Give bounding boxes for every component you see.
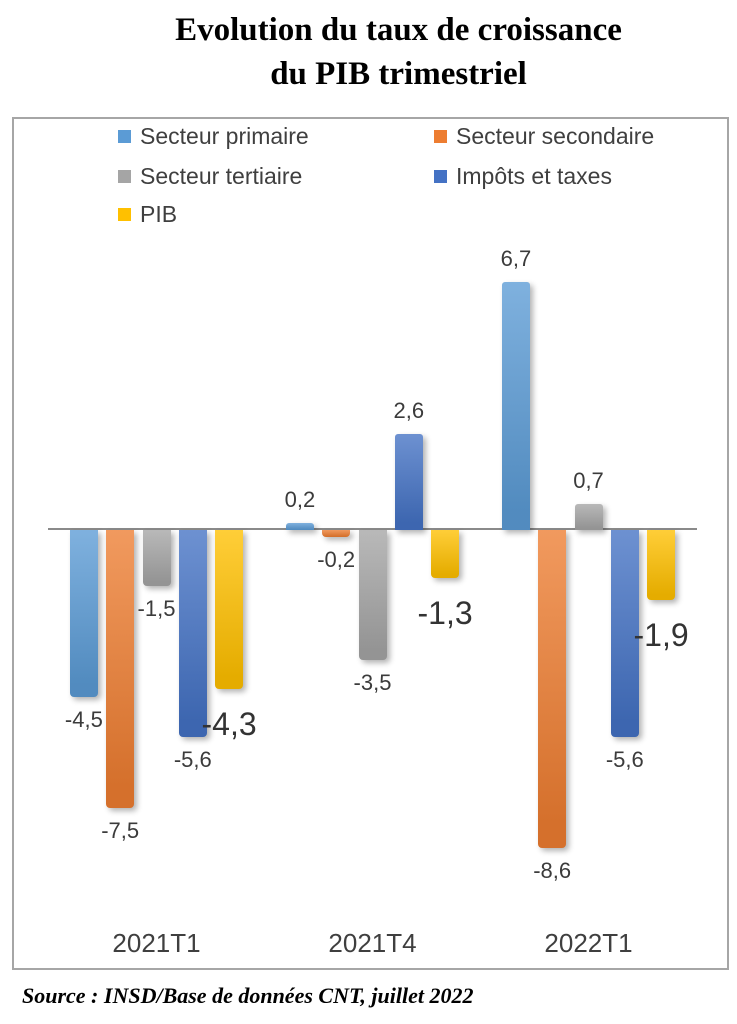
data-label-imp-ts-et-taxes-2022t1: -5,6 (605, 747, 644, 773)
category-label-2021t4: 2021T4 (328, 928, 417, 958)
legend-item-pib: PIB (118, 202, 177, 226)
legend-label: Impôts et taxes (456, 162, 612, 189)
data-label-secteur-secondaire-2022t1: -8,6 (533, 858, 572, 884)
data-label-pib-2021t1: -4,3 (201, 706, 257, 743)
bar-secteur-secondaire-2021t4 (322, 530, 351, 538)
bar-secteur-primaire-2022t1 (501, 282, 530, 530)
bar-imp-ts-et-taxes-2021t1 (178, 530, 207, 738)
bar-secteur-secondaire-2021t1 (106, 530, 135, 808)
legend-label: PIB (140, 200, 178, 227)
legend-swatch-icon (118, 169, 131, 183)
data-label-secteur-secondaire-2021t4: -0,2 (317, 547, 356, 573)
data-label-secteur-primaire-2021t4: 0,2 (284, 486, 316, 512)
category-label-2022t1: 2022T1 (544, 928, 633, 958)
chart-title: Evolution du taux de croissance du PIB t… (60, 8, 737, 96)
legend-item-secteur-primaire: Secteur primaire (118, 124, 309, 148)
data-label-secteur-tertiaire-2021t1: -1,5 (137, 595, 176, 621)
legend-swatch-icon (434, 169, 447, 183)
bar-pib-2022t1 (647, 530, 676, 601)
bar-secteur-primaire-2021t1 (69, 530, 98, 697)
bar-pib-2021t4 (431, 530, 460, 579)
bar-imp-ts-et-taxes-2021t4 (394, 433, 423, 530)
chart-title-line-1: Evolution du taux de croissance (175, 12, 622, 48)
legend-item-secteur-secondaire: Secteur secondaire (434, 124, 654, 148)
data-label-secteur-primaire-2021t1: -4,5 (64, 706, 103, 732)
legend-item-secteur-tertiaire: Secteur tertiaire (118, 164, 302, 188)
legend-swatch-icon (118, 207, 131, 221)
legend-label: Secteur primaire (140, 122, 309, 149)
bar-pib-2021t1 (215, 530, 244, 690)
x-axis-zero-line (48, 528, 697, 530)
data-label-secteur-secondaire-2021t1: -7,5 (101, 817, 140, 843)
bar-secteur-primaire-2021t4 (285, 522, 314, 530)
source-note: Source : INSD/Base de données CNT, juill… (22, 983, 474, 1008)
data-label-pib-2022t1: -1,9 (633, 617, 689, 654)
bar-secteur-secondaire-2022t1 (538, 530, 567, 849)
legend-item-imp-ts-et-taxes: Impôts et taxes (434, 164, 612, 188)
data-label-imp-ts-et-taxes-2021t1: -5,6 (173, 747, 212, 773)
data-label-imp-ts-et-taxes-2021t4: 2,6 (393, 397, 425, 423)
bar-secteur-tertiaire-2021t4 (358, 530, 387, 660)
chart-title-line-2: du PIB trimestriel (270, 56, 527, 92)
category-label-2021t1: 2021T1 (112, 928, 201, 958)
legend-label: Secteur tertiaire (140, 162, 303, 189)
bar-secteur-tertiaire-2021t1 (142, 530, 171, 586)
bar-secteur-tertiaire-2022t1 (574, 504, 603, 530)
bar-imp-ts-et-taxes-2022t1 (610, 530, 639, 738)
legend-swatch-icon (434, 129, 447, 143)
data-label-pib-2021t4: -1,3 (417, 595, 473, 632)
data-label-secteur-primaire-2022t1: 6,7 (500, 246, 532, 272)
legend-swatch-icon (118, 129, 131, 143)
data-label-secteur-tertiaire-2021t4: -3,5 (353, 669, 392, 695)
data-label-secteur-tertiaire-2022t1: 0,7 (573, 468, 604, 494)
legend-label: Secteur secondaire (456, 122, 655, 149)
